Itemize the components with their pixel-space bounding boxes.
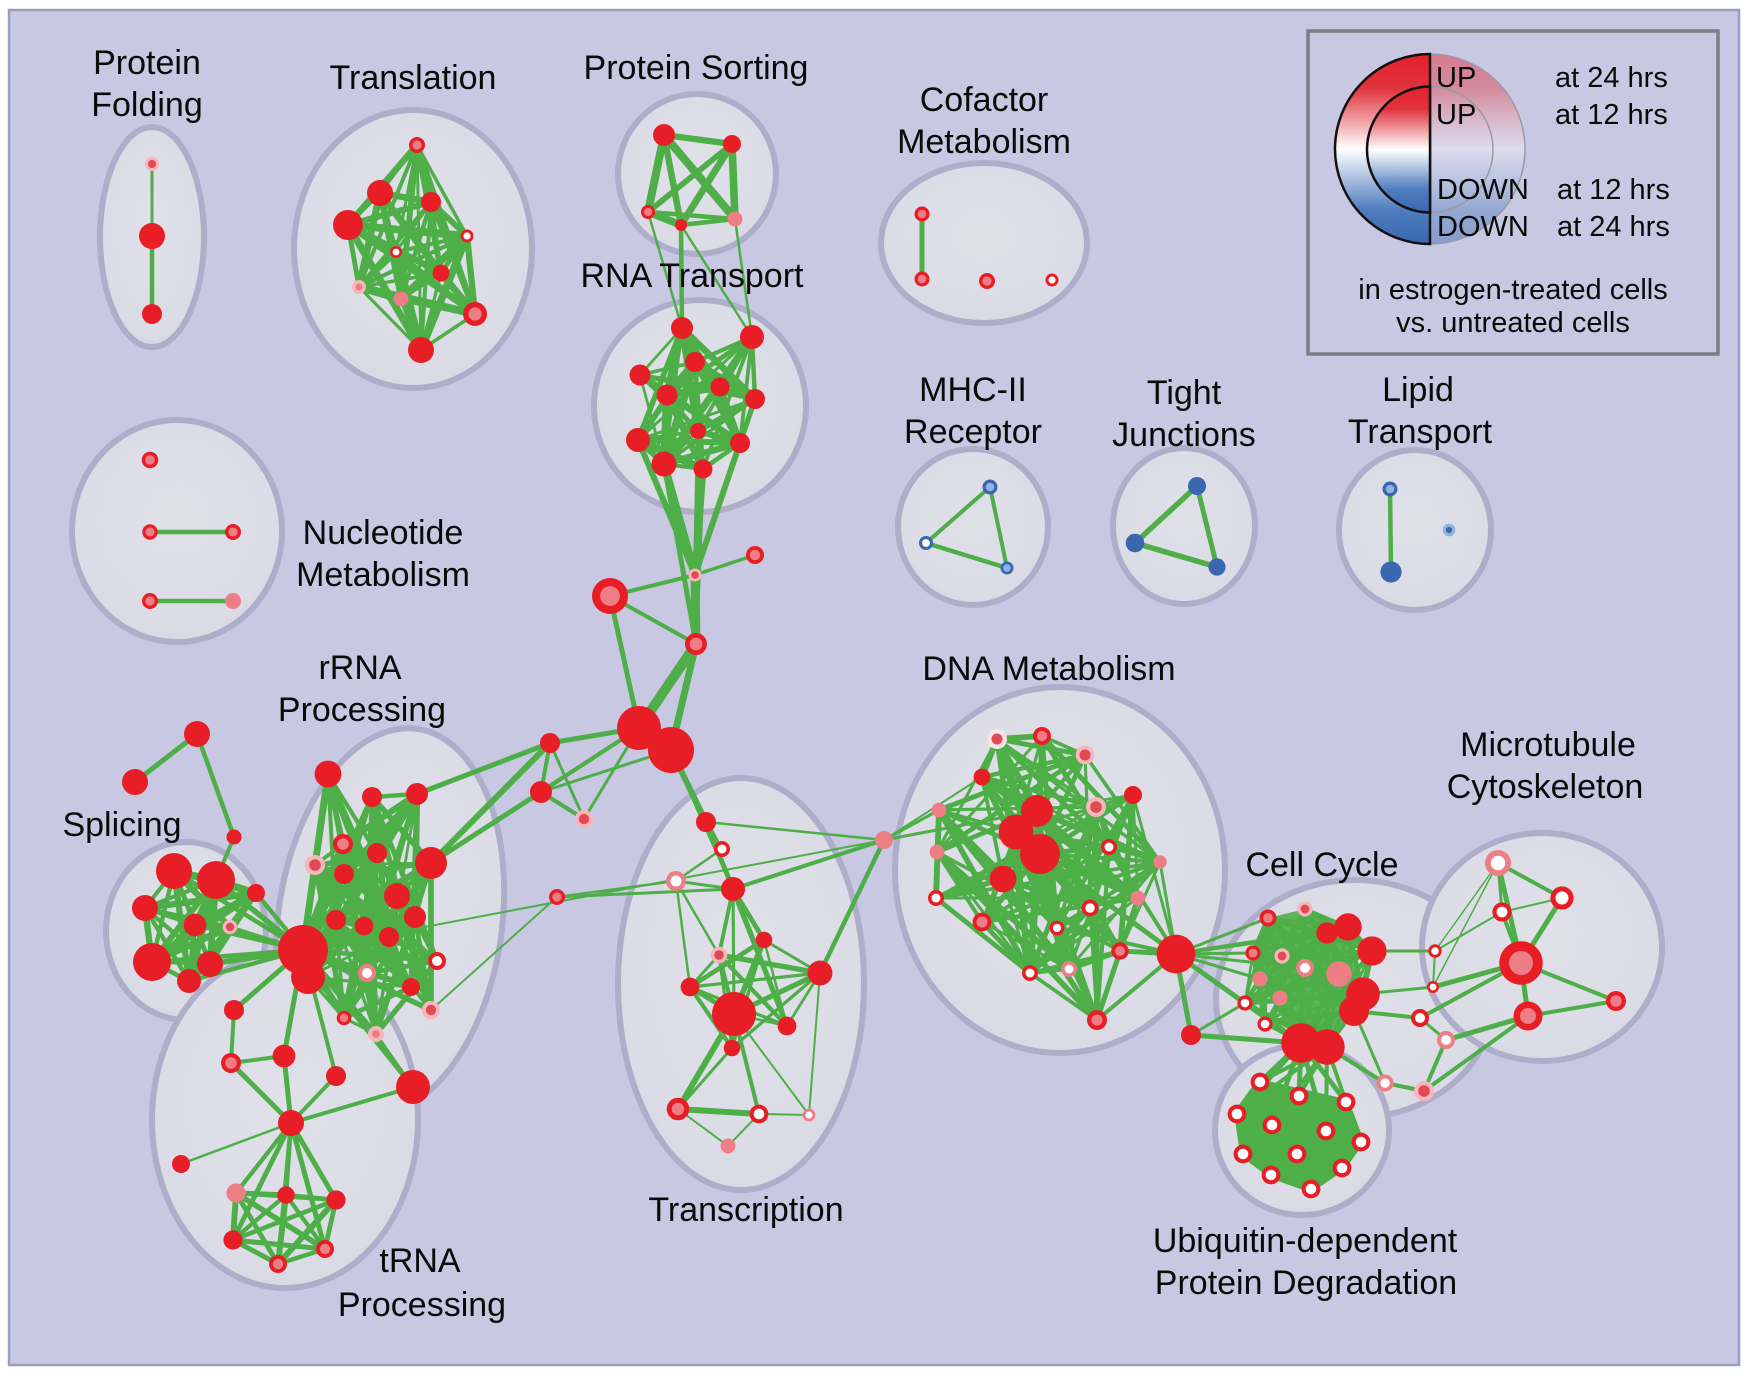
svg-text:Metabolism: Metabolism <box>296 556 470 594</box>
svg-text:Splicing: Splicing <box>62 806 181 844</box>
svg-text:Junctions: Junctions <box>1112 416 1256 454</box>
svg-text:at 12 hrs: at 12 hrs <box>1557 174 1670 206</box>
svg-text:rRNA: rRNA <box>318 649 401 687</box>
svg-text:tRNA: tRNA <box>379 1242 461 1280</box>
svg-text:Ubiquitin-dependent: Ubiquitin-dependent <box>1153 1222 1458 1260</box>
svg-text:Cofactor: Cofactor <box>920 81 1049 119</box>
svg-text:DNA Metabolism: DNA Metabolism <box>922 650 1175 688</box>
svg-text:Receptor: Receptor <box>904 413 1042 451</box>
svg-text:Protein: Protein <box>93 44 201 82</box>
svg-text:Translation: Translation <box>330 59 497 97</box>
svg-text:Processing: Processing <box>278 691 446 729</box>
svg-text:Transport: Transport <box>1348 413 1493 451</box>
svg-text:Transcription: Transcription <box>648 1191 843 1229</box>
svg-text:Processing: Processing <box>338 1286 506 1324</box>
svg-text:Metabolism: Metabolism <box>897 123 1071 161</box>
svg-text:Folding: Folding <box>91 86 203 124</box>
svg-text:at 12 hrs: at 12 hrs <box>1555 99 1668 131</box>
svg-text:DOWN: DOWN <box>1437 211 1529 243</box>
svg-text:at 24 hrs: at 24 hrs <box>1557 211 1670 243</box>
svg-text:UP: UP <box>1436 62 1476 94</box>
svg-text:at 24 hrs: at 24 hrs <box>1555 62 1668 94</box>
svg-text:Nucleotide: Nucleotide <box>303 514 464 552</box>
svg-text:in estrogen-treated cells: in estrogen-treated cells <box>1358 274 1668 306</box>
svg-text:MHC-II: MHC-II <box>919 371 1027 409</box>
svg-text:Cytoskeleton: Cytoskeleton <box>1447 768 1644 806</box>
svg-text:Microtubule: Microtubule <box>1460 726 1636 764</box>
svg-text:vs. untreated cells: vs. untreated cells <box>1396 307 1630 339</box>
svg-text:Cell Cycle: Cell Cycle <box>1245 846 1398 884</box>
svg-text:RNA Transport: RNA Transport <box>581 257 805 295</box>
svg-text:Tight: Tight <box>1147 374 1222 412</box>
svg-text:Protein Sorting: Protein Sorting <box>584 49 809 87</box>
svg-text:UP: UP <box>1436 99 1476 131</box>
svg-text:DOWN: DOWN <box>1437 174 1529 206</box>
svg-text:Protein Degradation: Protein Degradation <box>1155 1264 1457 1302</box>
svg-text:Lipid: Lipid <box>1382 371 1454 409</box>
